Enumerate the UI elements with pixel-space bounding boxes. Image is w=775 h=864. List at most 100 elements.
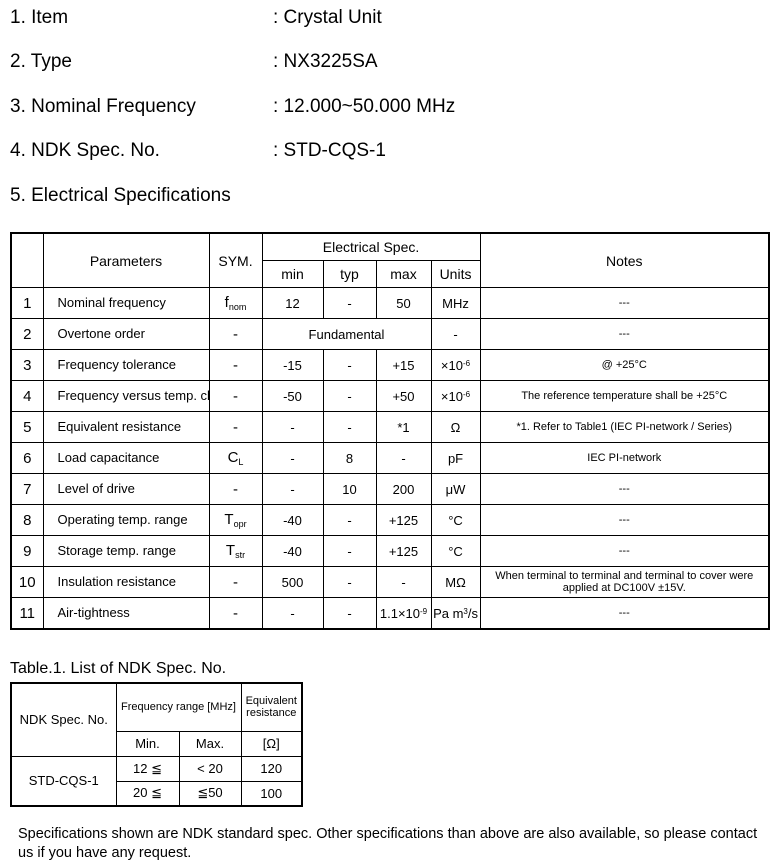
symbol-main: C	[227, 449, 239, 466]
parameter-cell: Insulation resistance	[42, 566, 210, 598]
table-row: 3 Frequency tolerance - -15- +15 ×10-6 @ +25°C	[10, 349, 770, 381]
symbol-subscript: nom	[228, 302, 247, 312]
row-number: 11	[10, 597, 44, 630]
min-cell: -50	[261, 380, 324, 412]
min-cell: 500	[261, 566, 324, 598]
min-header: min	[261, 260, 324, 288]
units-header: Units	[430, 260, 481, 288]
symbol-main: -	[233, 325, 238, 343]
frequency-value: : 12.000~50.000 MHz	[273, 96, 456, 117]
table-row: 9 Storage temp. range Tstr -40- +125 °C ---	[10, 535, 770, 567]
symbol-cell: -	[208, 566, 263, 598]
typ-cell: -	[322, 349, 377, 381]
unit-header: [Ω]	[240, 730, 303, 757]
max-value: 1.1×10	[379, 605, 420, 621]
max-cell: < 20	[178, 755, 242, 782]
frequency-label: 3. Nominal Frequency	[10, 96, 196, 117]
units-cell: Pa m3/s	[430, 597, 481, 630]
max-value: +125	[388, 512, 419, 528]
max-value: +50	[392, 388, 415, 404]
notes-cell: ---	[479, 535, 770, 567]
spec-no-value: : STD-CQS-1	[273, 140, 386, 161]
units-cell: μW	[430, 473, 481, 505]
parameter-cell: Nominal frequency	[42, 287, 210, 319]
symbol-main: -	[233, 480, 238, 498]
unit-main: MΩ	[445, 574, 466, 590]
spec-no-row: 4. NDK Spec. No. : STD-CQS-1	[10, 140, 386, 162]
row-number: 6	[10, 442, 44, 474]
table-row: STD-CQS-1 12 ≦ < 20 120	[10, 755, 303, 807]
typ-cell: -	[322, 287, 377, 319]
parameter-cell: Equivalent resistance	[42, 411, 210, 443]
spec-no-table: NDK Spec. No. Frequency range [MHz] Equi…	[10, 682, 303, 807]
unit-main: °C	[448, 512, 463, 528]
parameter-cell: Frequency versus temp. characteristics	[42, 380, 210, 412]
row-number: 7	[10, 473, 44, 505]
notes-cell: ---	[479, 504, 770, 536]
max-cell: -	[375, 566, 432, 598]
footer-note: Specifications shown are NDK standard sp…	[18, 826, 758, 861]
notes-cell: The reference temperature shall be +25°C	[479, 380, 770, 412]
notes-cell: IEC PI-network	[479, 442, 770, 474]
notes-cell: ---	[479, 287, 770, 319]
max-value: +15	[392, 357, 415, 373]
unit-main: Ω	[450, 419, 461, 435]
electrical-spec-table: Parameters SYM. Electrical Spec. Notes m…	[10, 232, 770, 630]
units-cell: pF	[430, 442, 481, 474]
notes-cell: ---	[479, 318, 770, 350]
unit-main: ×10	[440, 357, 463, 373]
row-number: 8	[10, 504, 44, 536]
symbol-main: T	[224, 511, 234, 528]
symbol-cell: -	[208, 473, 263, 505]
row-number: 3	[10, 349, 44, 381]
min-cell: -40	[261, 535, 324, 567]
item-row: 1. Item: Crystal Unit	[10, 7, 382, 29]
type-value: : NX3225SA	[273, 51, 378, 72]
max-superscript: -9	[420, 606, 428, 616]
symbol-cell: CL	[208, 442, 263, 474]
spec-no-label: 4. NDK Spec. No.	[10, 140, 160, 161]
units-cell: °C	[430, 504, 481, 536]
res-cell: 120	[240, 755, 303, 782]
typ-cell: -	[322, 380, 377, 412]
table1-caption: Table.1. List of NDK Spec. No.	[10, 660, 227, 677]
max-value: -	[401, 450, 406, 466]
section-heading: 5. Electrical Specifications	[10, 185, 231, 207]
typ-cell: 10	[322, 473, 377, 505]
unit-superscript: -6	[462, 389, 471, 399]
typ-cell: -	[322, 504, 377, 536]
units-cell: Ω	[430, 411, 481, 443]
notes-header: Notes	[479, 232, 770, 288]
symbol-main: f	[224, 294, 229, 311]
row-number: 9	[10, 535, 44, 567]
min-cell: 12	[261, 287, 324, 319]
table-row: 8 Operating temp. range Topr -40- +125 °C ---	[10, 504, 770, 536]
min-cell: -	[261, 442, 324, 474]
max-header: max	[375, 260, 432, 288]
max-cell: 200	[375, 473, 432, 505]
table-row: 5 Equivalent resistance - - - *1 Ω *1. Refer to…	[10, 411, 770, 443]
parameter-cell: Level of drive	[42, 473, 210, 505]
row-number: 1	[10, 287, 44, 319]
symbol-cell: Topr	[208, 504, 263, 536]
symbol-main: -	[233, 418, 238, 436]
typ-cell: -	[322, 597, 377, 630]
parameter-cell: Operating temp. range	[42, 504, 210, 536]
symbol-cell: -	[208, 380, 263, 412]
max-cell: 50	[375, 287, 432, 319]
max-value: +125	[388, 543, 419, 559]
max-value: 50	[396, 295, 411, 311]
max-cell: +125	[375, 535, 432, 567]
table-row: 1 Nominal frequency fnom 12-50 MHz ---	[10, 287, 770, 319]
symbol-subscript: opr	[233, 519, 247, 529]
min-cell: -	[261, 411, 324, 443]
max-header: Max.	[178, 730, 242, 757]
symbol-cell: -	[208, 411, 263, 443]
unit-superscript: 3	[463, 606, 468, 616]
table-row: 6 Load capacitance CL -8- pF IEC PI-network	[10, 442, 770, 474]
electrical-spec-heading: 5. Electrical Specifications	[10, 185, 231, 206]
electrical-spec-header: Electrical Spec.	[261, 232, 481, 261]
min-cell: 20 ≦	[115, 780, 180, 807]
res-cell: 100	[240, 780, 303, 807]
